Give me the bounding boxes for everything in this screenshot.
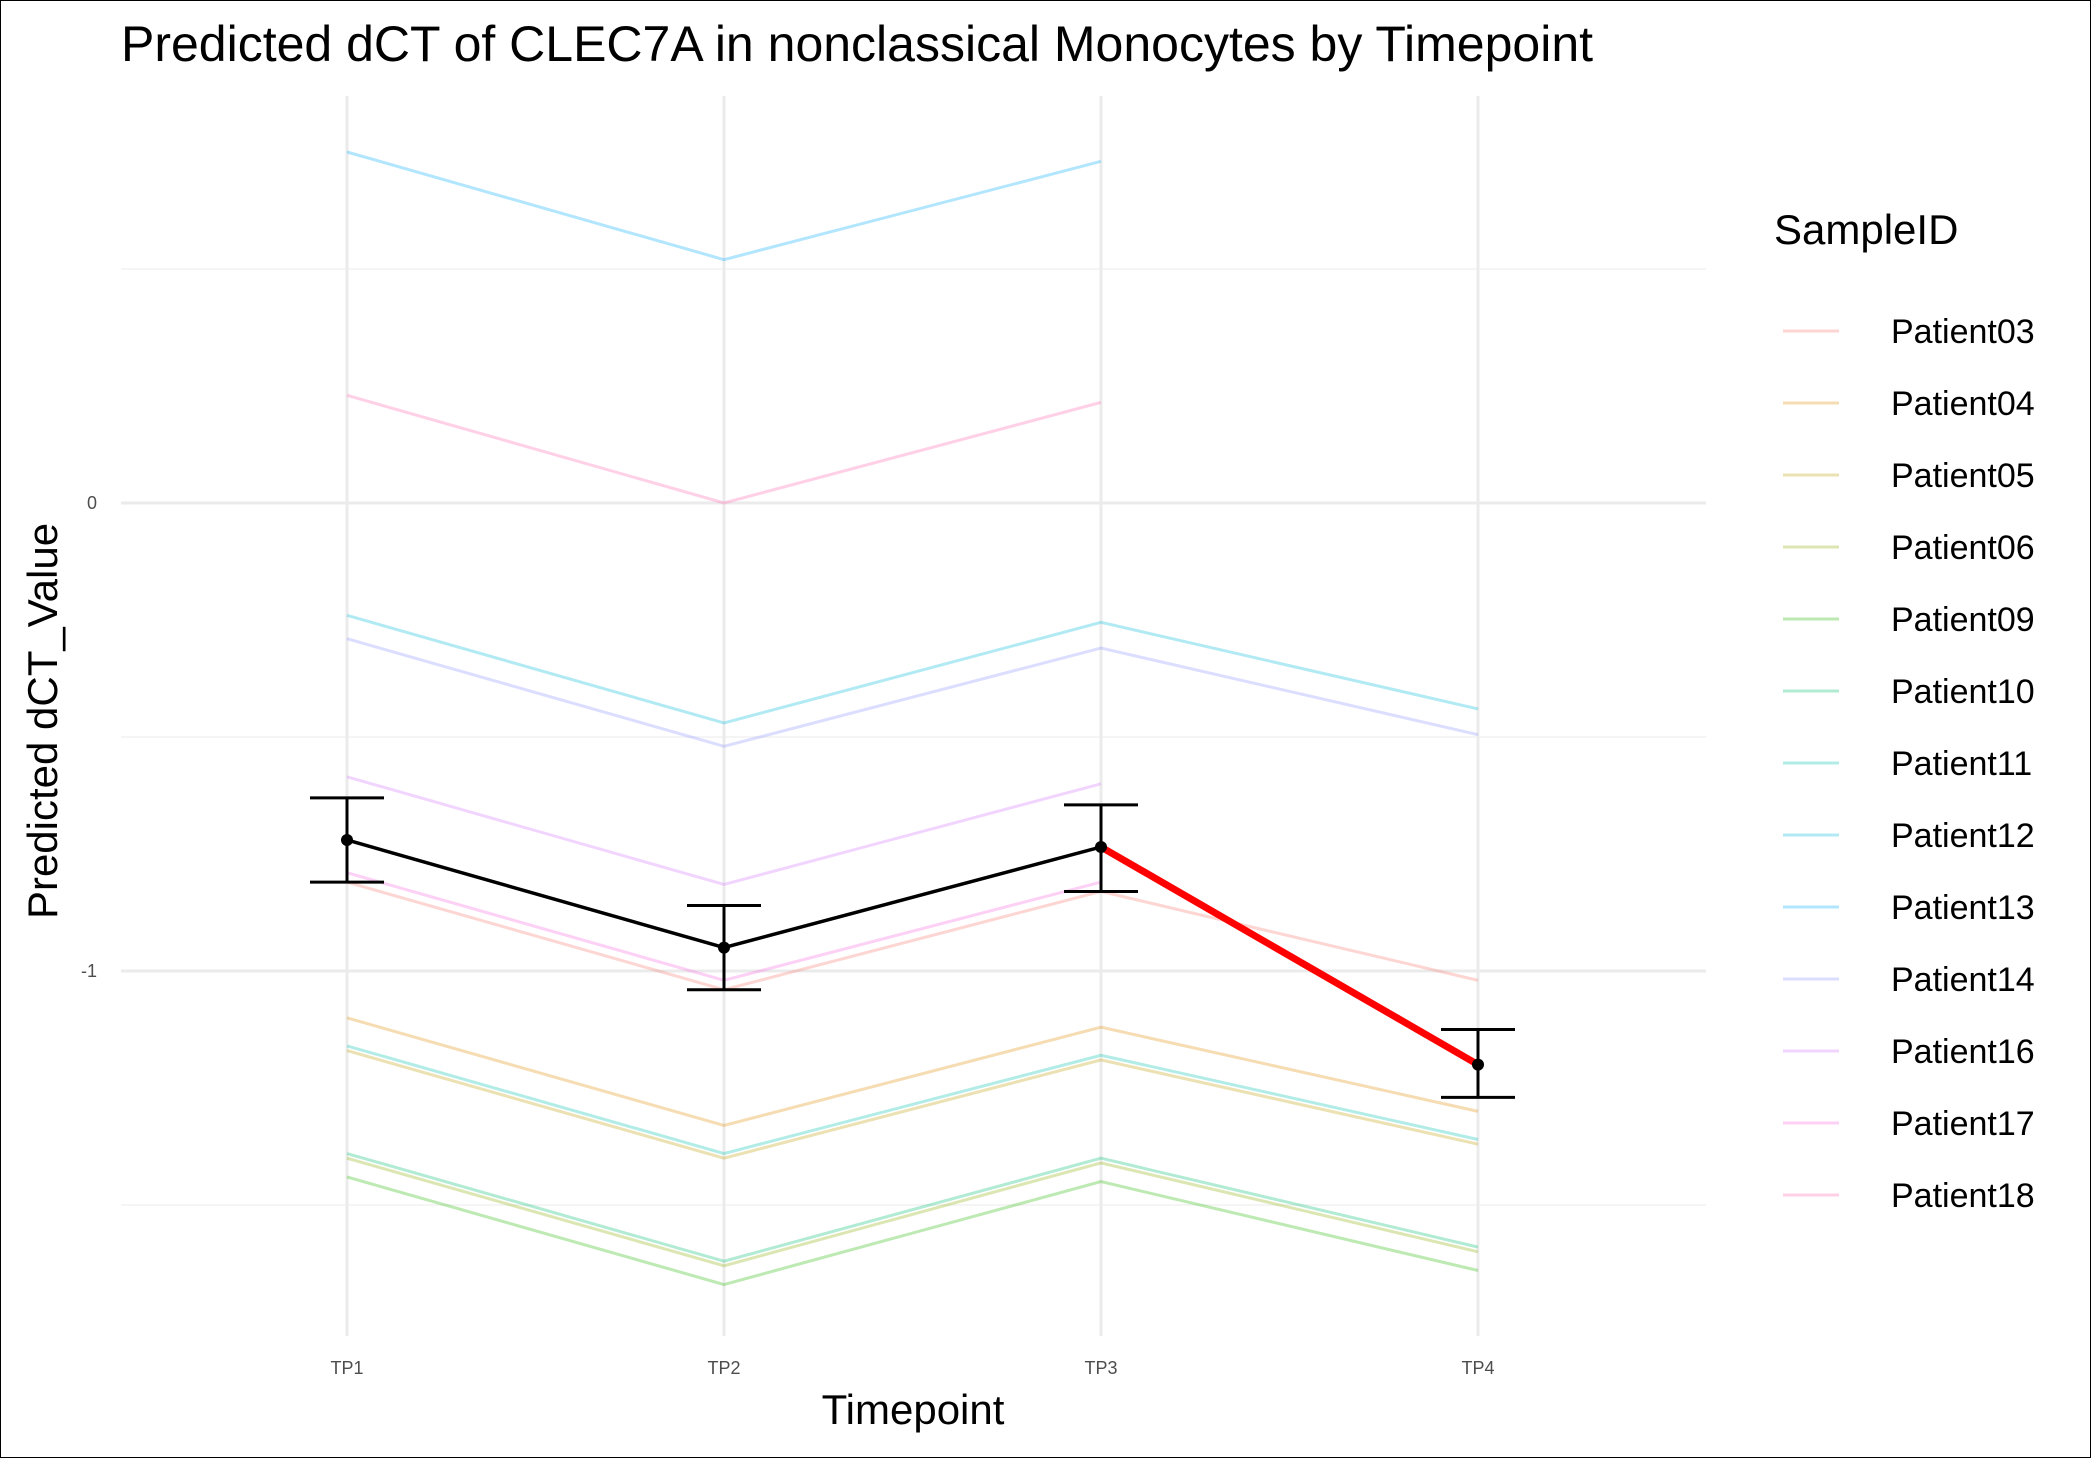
summary-layer <box>310 796 1515 1099</box>
legend-label: Patient11 <box>1891 745 2032 783</box>
mean-point <box>1095 840 1107 853</box>
y-axis-title: Predicted dCT_Value <box>19 523 66 919</box>
series-line-patient06 <box>346 1156 1479 1268</box>
legend-label: Patient10 <box>1891 673 2035 711</box>
axis-layer: 0 -1 TP1 TP2 TP3 TP4 <box>81 493 1495 1378</box>
series-line-patient16 <box>346 775 1102 886</box>
series-line-patient04 <box>346 1016 1479 1127</box>
legend-title: SampleID <box>1774 206 1958 253</box>
legend-label: Patient04 <box>1891 385 2035 423</box>
series-line-patient12 <box>346 613 1479 725</box>
chart-title: Predicted dCT of CLEC7A in nonclassical … <box>121 16 1593 72</box>
legend-label: Patient03 <box>1891 313 2035 351</box>
legend-label: Patient18 <box>1891 1177 2035 1215</box>
legend-label: Patient17 <box>1891 1105 2035 1143</box>
legend-label: Patient05 <box>1891 457 2035 495</box>
x-tick-label: TP1 <box>330 1358 363 1378</box>
grid-layer <box>121 96 1706 1336</box>
y-tick-label: 0 <box>87 493 97 513</box>
series-line-patient13 <box>346 150 1102 262</box>
legend-label: Patient16 <box>1891 1033 2035 1071</box>
series-line-patient11 <box>346 1044 1479 1156</box>
series-line-patient14 <box>346 637 1479 748</box>
legend-label: Patient09 <box>1891 601 2035 639</box>
series-line-patient05 <box>346 1049 1479 1160</box>
mean-point <box>341 833 353 846</box>
x-tick-label: TP4 <box>1461 1358 1494 1378</box>
series-line-patient18 <box>346 393 1102 505</box>
series-line-patient03 <box>346 880 1479 992</box>
mean-line <box>346 838 1479 1067</box>
legend: SampleID Patient03Patient04Patient05Pati… <box>1774 206 2035 1215</box>
y-tick-label: -1 <box>81 961 97 981</box>
x-axis-title: Timepoint <box>822 1386 1005 1433</box>
series-layer <box>346 150 1479 1287</box>
x-tick-label: TP3 <box>1084 1358 1117 1378</box>
legend-items: Patient03 Patient04 Patient05 Patient06 Pati… <box>1783 313 2035 1215</box>
legend-label: Patient14 <box>1891 961 2035 999</box>
legend-label: Patient06 <box>1891 529 2035 567</box>
series-line-patient10 <box>346 1152 1479 1263</box>
mean-point <box>1472 1058 1484 1071</box>
x-tick-label: TP2 <box>707 1358 740 1378</box>
legend-label: Patient12 <box>1891 817 2035 855</box>
legend-label: Patient13 <box>1891 889 2035 927</box>
mean-point <box>718 941 730 954</box>
series-line-patient09 <box>346 1175 1479 1287</box>
trend-line <box>1097 843 1482 1069</box>
